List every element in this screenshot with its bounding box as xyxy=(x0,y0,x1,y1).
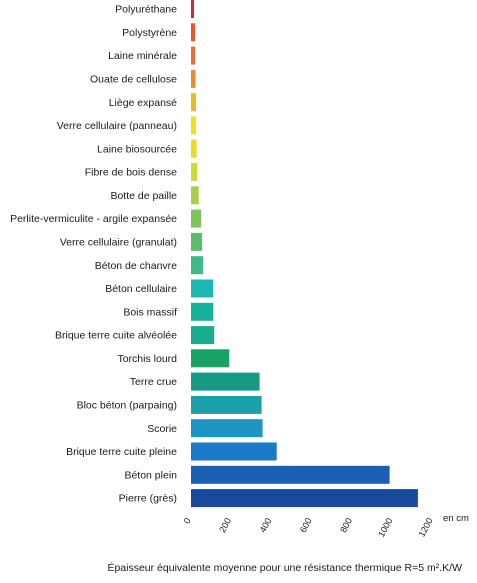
category-label: Pierre (grès) xyxy=(119,493,177,505)
chart-caption: Épaisseur équivalente moyenne pour une r… xyxy=(107,562,462,574)
category-label: Perlite-vermiculite - argile expansée xyxy=(10,213,177,225)
x-unit-label: en cm xyxy=(443,513,469,524)
category-label: Verre cellulaire (panneau) xyxy=(57,120,177,132)
bar xyxy=(191,209,202,228)
bar xyxy=(191,302,214,321)
bar xyxy=(191,372,260,391)
category-label: Botte de paille xyxy=(110,190,177,202)
category-label: Fibre de bois dense xyxy=(85,167,177,179)
category-label: Brique terre cuite pleine xyxy=(66,446,177,458)
category-label: Bois massif xyxy=(123,306,177,318)
bar xyxy=(191,93,196,112)
bar xyxy=(191,256,204,275)
category-label: Liège expansé xyxy=(109,97,177,109)
bar xyxy=(191,0,194,18)
bar xyxy=(191,395,262,414)
category-label: Béton de chanvre xyxy=(95,260,177,272)
category-label: Verre cellulaire (granulat) xyxy=(60,237,177,249)
category-label: Terre crue xyxy=(130,376,177,388)
bar xyxy=(191,442,277,461)
category-label: Béton plein xyxy=(124,469,177,481)
bar xyxy=(191,279,214,298)
bar xyxy=(191,116,196,135)
bar xyxy=(191,349,230,368)
category-label: Béton cellulaire xyxy=(105,283,177,295)
bar xyxy=(191,69,196,88)
x-tick-label: 0 xyxy=(182,516,193,525)
category-label: Brique terre cuite alvéolée xyxy=(55,330,177,342)
bar xyxy=(191,232,203,251)
x-tick-label: 800 xyxy=(338,516,354,534)
bar xyxy=(191,326,215,345)
category-label: Bloc béton (parpaing) xyxy=(77,400,177,412)
category-label: Laine biosourcée xyxy=(97,143,177,155)
category-label: Laine minérale xyxy=(108,50,177,62)
bar xyxy=(191,186,199,205)
category-label: Scorie xyxy=(147,423,177,435)
x-tick-label: 1200 xyxy=(417,516,435,538)
bar xyxy=(191,465,390,484)
bar xyxy=(191,163,198,181)
bar xyxy=(191,46,195,65)
bar xyxy=(191,419,263,438)
category-label: Polyuréthane xyxy=(115,4,177,16)
x-tick-label: 400 xyxy=(258,516,274,534)
category-label: Torchis lourd xyxy=(117,353,177,365)
x-tick-label: 200 xyxy=(217,516,233,534)
bar xyxy=(191,23,195,42)
x-tick-label: 600 xyxy=(298,516,314,534)
bar xyxy=(191,139,197,158)
bar xyxy=(191,489,418,508)
category-label: Ouate de cellulose xyxy=(90,74,177,86)
category-label: Polystyrène xyxy=(122,27,177,39)
x-tick-label: 1000 xyxy=(376,516,394,538)
